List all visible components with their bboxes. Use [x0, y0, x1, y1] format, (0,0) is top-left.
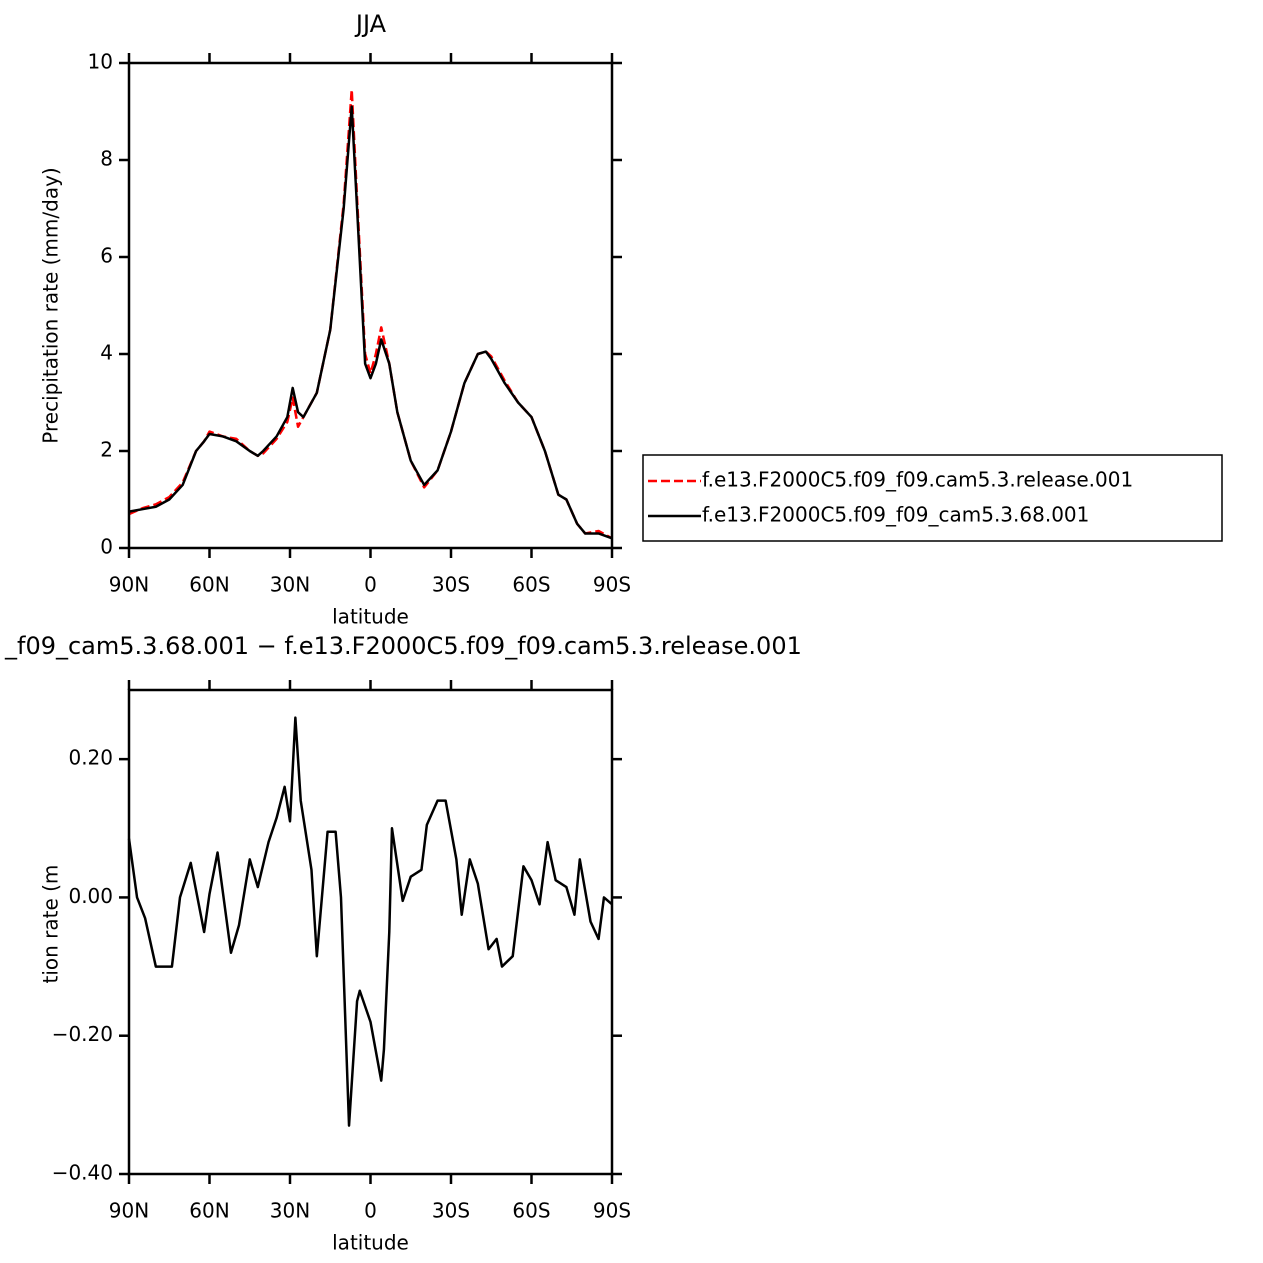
x-tick-label: 30S	[432, 1199, 470, 1223]
data-line	[127, 716, 613, 1127]
legend-box	[642, 454, 1223, 542]
plot-frame	[127, 688, 614, 1176]
y-tick-label: 2	[100, 438, 113, 462]
x-tick-label: 90N	[109, 1199, 149, 1223]
y-tick-label: −0.40	[52, 1161, 113, 1185]
y-tick-label: −0.20	[52, 1022, 113, 1046]
x-tick-label: 60S	[512, 1199, 550, 1223]
data-line	[128, 105, 613, 540]
chart-title: _f09_cam5.3.68.001 − f.e13.F2000C5.f09_f…	[4, 632, 802, 660]
plot-frame	[127, 61, 614, 550]
x-tick-label: 60S	[512, 573, 550, 597]
y-axis-label: Precipitation rate (mm/day)	[39, 167, 63, 443]
x-tick-label: 90N	[109, 573, 149, 597]
x-tick-label: 60N	[189, 573, 229, 597]
legend-label: f.e13.F2000C5.f09_f09.cam5.3.release.001	[702, 468, 1133, 492]
y-tick-label: 0.00	[68, 884, 113, 908]
y-tick-label: 6	[100, 244, 113, 268]
y-tick-label: 4	[100, 341, 113, 365]
x-tick-label: 30N	[270, 1199, 310, 1223]
y-tick-label: 0	[100, 535, 113, 559]
x-tick-label: 0	[364, 573, 377, 597]
chart-title: JJA	[354, 10, 387, 38]
y-tick-label: 10	[88, 50, 113, 74]
x-tick-label: 30S	[432, 573, 470, 597]
y-axis-label: Precipitation rate (mm/day)	[39, 794, 63, 1070]
y-tick-label: 0.20	[68, 746, 113, 770]
legend-label: f.e13.F2000C5.f09_f09_cam5.3.68.001	[702, 503, 1089, 527]
x-tick-label: 60N	[189, 1199, 229, 1223]
data-line	[128, 88, 613, 540]
legend: f.e13.F2000C5.f09_f09.cam5.3.release.001…	[642, 454, 1223, 542]
y-tick-label: 8	[100, 147, 113, 171]
x-axis-label: latitude	[332, 1231, 409, 1255]
x-tick-label: 0	[364, 1199, 377, 1223]
x-tick-label: 90S	[593, 1199, 631, 1223]
x-tick-label: 30N	[270, 573, 310, 597]
x-tick-label: 90S	[593, 573, 631, 597]
x-axis-label: latitude	[332, 605, 409, 629]
